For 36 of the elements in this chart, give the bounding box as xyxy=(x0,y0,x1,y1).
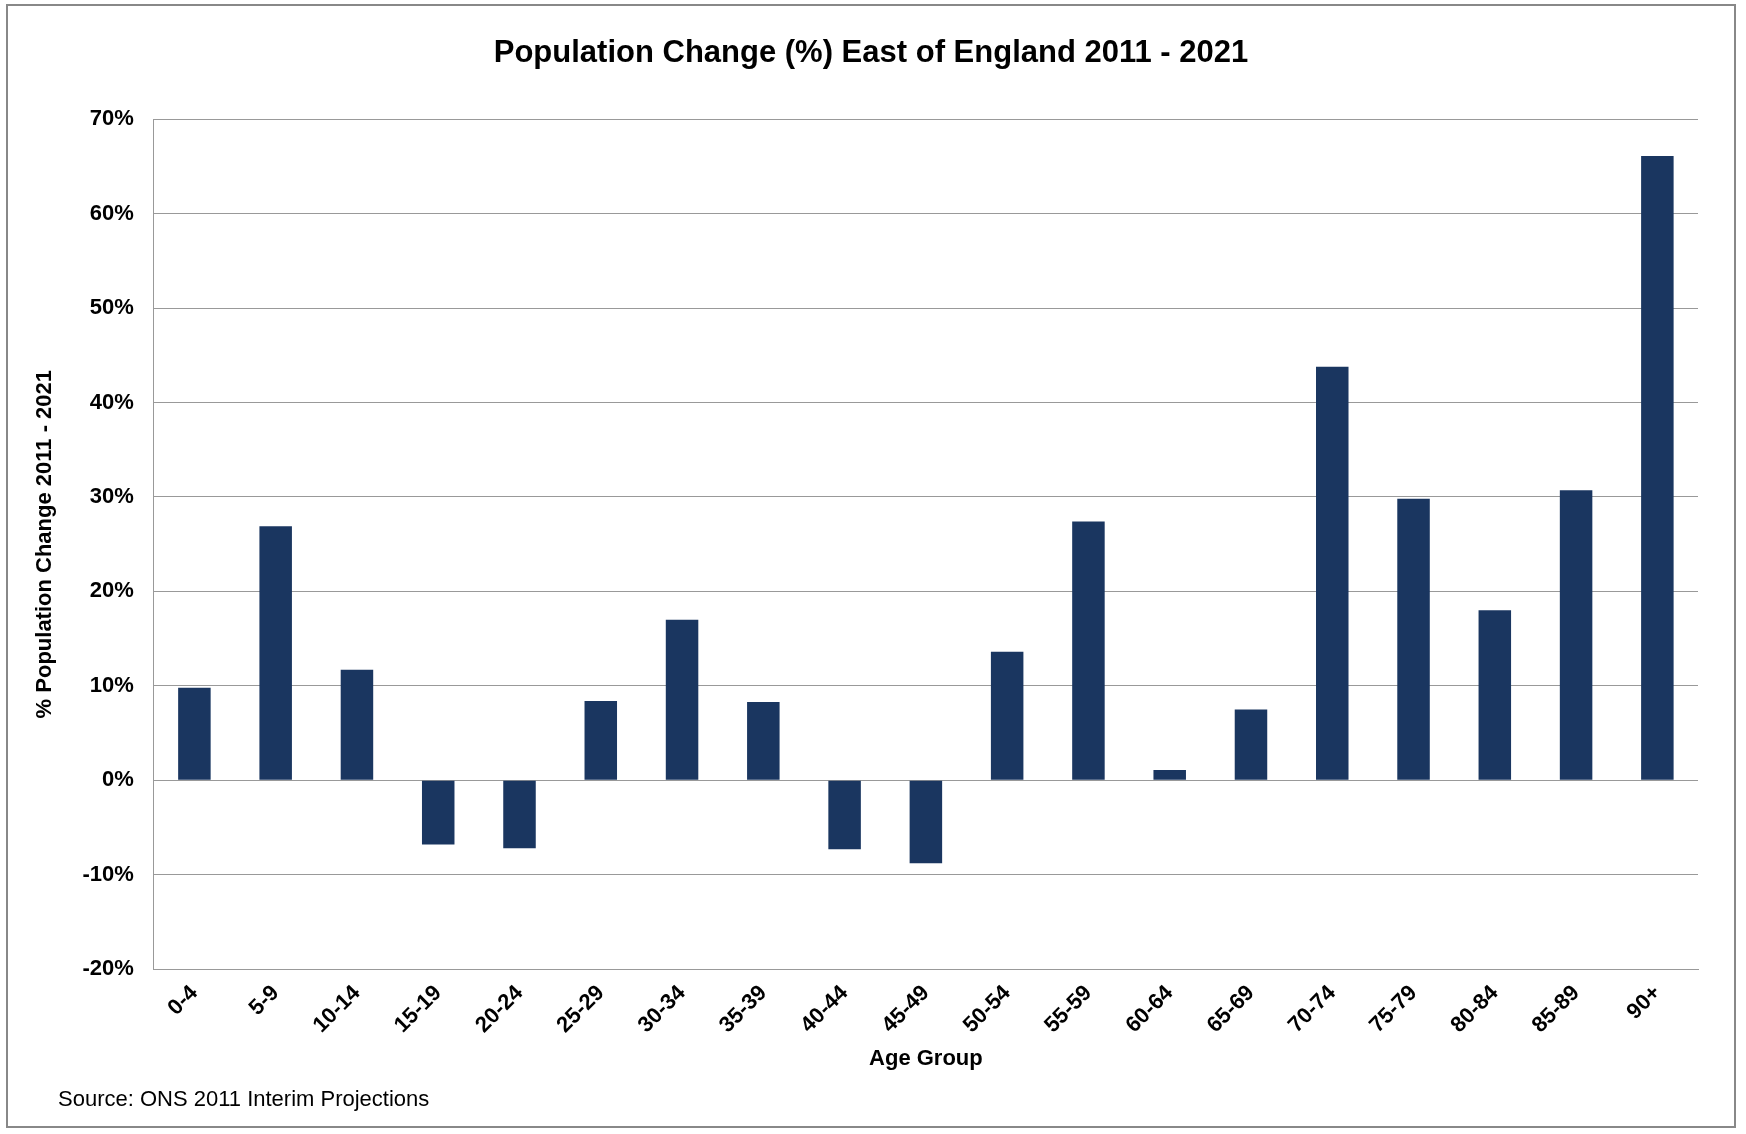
bar xyxy=(584,700,618,780)
y-tick-label: 0% xyxy=(101,766,134,792)
x-axis-title: Age Group xyxy=(869,1044,983,1070)
x-tick-label: 5-9 xyxy=(243,979,284,1020)
bar xyxy=(1478,610,1512,780)
bar xyxy=(1153,769,1186,780)
y-tick-label: 30% xyxy=(89,483,134,509)
bar xyxy=(990,651,1024,780)
y-tick-label: -10% xyxy=(82,860,134,886)
y-tick-label: -20% xyxy=(82,955,134,981)
bar xyxy=(747,701,780,780)
y-tick-label: 70% xyxy=(89,105,134,131)
bar xyxy=(259,526,292,780)
bar xyxy=(1072,521,1105,780)
x-tick-label: 0-4 xyxy=(162,979,203,1020)
y-tick-label: 60% xyxy=(89,199,134,225)
bar xyxy=(665,619,699,780)
y-tick-label: 10% xyxy=(89,671,134,697)
bar xyxy=(909,780,943,864)
chart-title: Population Change (%) East of England 2011 - 2021 xyxy=(492,34,1250,70)
bar xyxy=(1641,156,1674,780)
y-tick-label: 40% xyxy=(89,388,134,414)
bar xyxy=(1316,366,1349,780)
bar xyxy=(1559,490,1593,780)
y-axis-title: % Population Change 2011 - 2021 xyxy=(31,369,57,719)
bar xyxy=(503,780,536,849)
y-tick-label: 50% xyxy=(89,294,134,320)
bar xyxy=(421,780,455,845)
bar xyxy=(340,669,374,780)
source-note: Source: ONS 2011 Interim Projections xyxy=(58,1086,430,1112)
bar xyxy=(1234,709,1268,780)
bar xyxy=(1397,498,1430,780)
bar xyxy=(828,780,861,850)
y-tick-label: 20% xyxy=(89,577,134,603)
bar xyxy=(178,687,211,780)
x-tick-label: 90+ xyxy=(1621,979,1666,1024)
